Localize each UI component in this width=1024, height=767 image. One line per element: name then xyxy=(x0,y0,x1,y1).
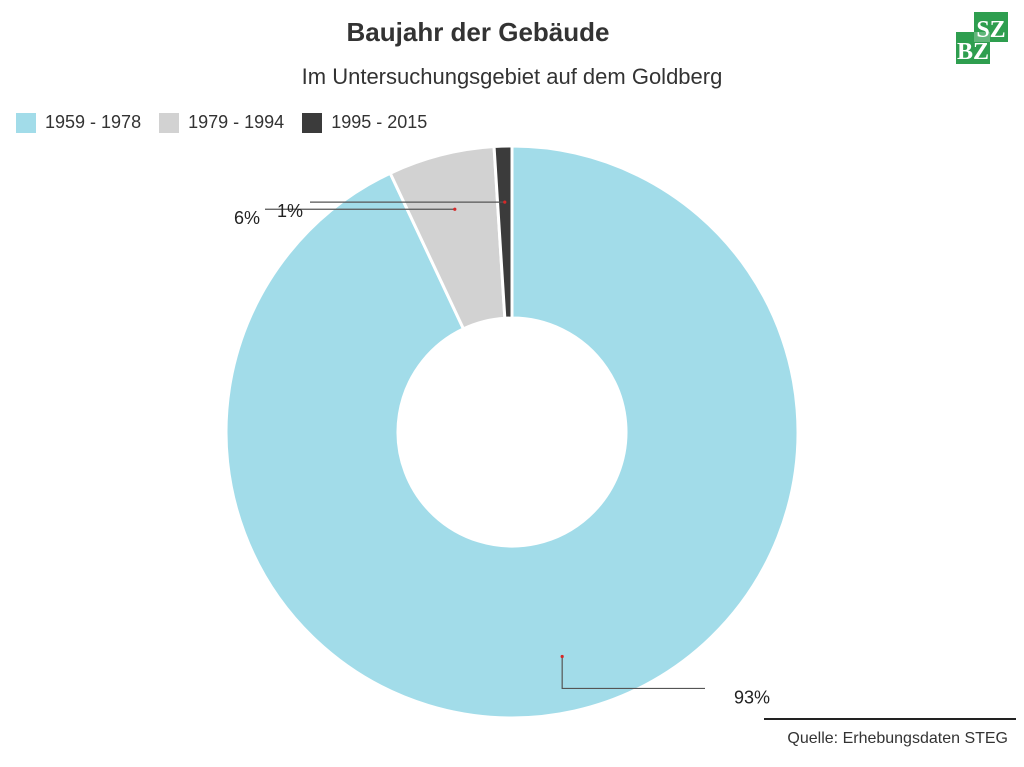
legend-swatch xyxy=(16,112,36,133)
source-note: Quelle: Erhebungsdaten STEG xyxy=(787,730,1008,747)
donut-slice-1959-1978[interactable] xyxy=(224,144,800,720)
chart-legend: 1959 - 1978 1979 - 1994 1995 - 2015 xyxy=(16,112,445,133)
svg-text:BZ: BZ xyxy=(957,39,989,64)
data-label: 93% xyxy=(734,687,770,707)
leader-anchor-dot xyxy=(560,654,564,659)
svg-text:SZ: SZ xyxy=(976,17,1005,43)
legend-item-1995-2015[interactable]: 1995 - 2015 xyxy=(302,112,427,133)
source-divider xyxy=(764,718,1016,720)
data-label: 6% xyxy=(234,208,260,228)
legend-swatch xyxy=(302,112,323,133)
donut-slice-1995-2015[interactable] xyxy=(492,144,514,320)
leader-anchor-dot xyxy=(503,200,507,204)
legend-label: 1979 - 1994 xyxy=(188,112,285,132)
data-label: 1% xyxy=(277,201,303,221)
legend-swatch xyxy=(159,112,180,133)
sz-bz-logo: SZ BZ xyxy=(956,12,1008,64)
legend-label: 1995 - 2015 xyxy=(331,112,428,132)
legend-label: 1959 - 1978 xyxy=(45,112,142,132)
leader-line xyxy=(561,656,705,690)
legend-item-1979-1994[interactable]: 1979 - 1994 xyxy=(159,112,284,133)
chart-subtitle: Im Untersuchungsgebiet auf dem Goldberg xyxy=(301,64,723,89)
chart-title: Baujahr der Gebäude xyxy=(346,17,610,47)
leader-anchor-dot xyxy=(453,207,457,211)
legend-item-1959-1978[interactable]: 1959 - 1978 xyxy=(16,112,141,133)
